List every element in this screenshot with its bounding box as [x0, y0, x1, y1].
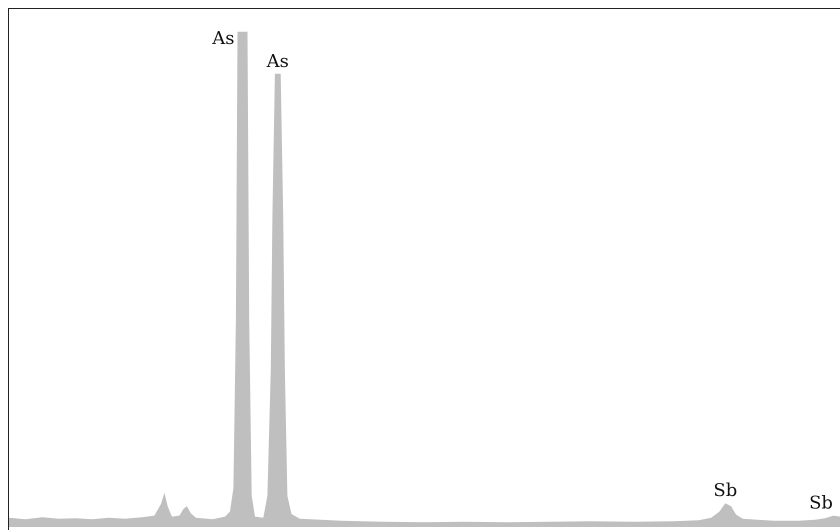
peak-label-as-0: As	[211, 28, 234, 49]
peak-label-sb-3: Sb	[809, 493, 833, 514]
spectrum-area-0	[9, 31, 840, 528]
series-layer	[9, 31, 840, 528]
label-layer: As As Sb Sb	[211, 28, 833, 514]
plot-frame	[8, 8, 840, 530]
peak-label-as-1: As	[266, 51, 289, 72]
peak-label-sb-2: Sb	[713, 480, 737, 501]
